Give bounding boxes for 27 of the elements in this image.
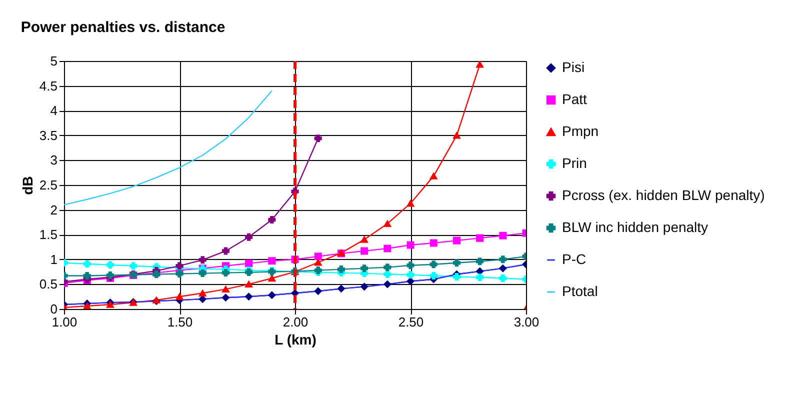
y-tick-label: 0	[50, 302, 58, 316]
y-tick-label: 1.5	[39, 227, 58, 242]
y-tick-label: 4.5	[39, 78, 58, 94]
legend-label: Prin	[562, 155, 587, 171]
x-tick-label: 1.50	[167, 314, 193, 330]
x-axis-title: L (km)	[274, 332, 316, 348]
legend-label: Patt	[562, 91, 588, 107]
legend-label: Pcross (ex. hidden BLW penalty)	[562, 187, 765, 203]
y-tick-label: 3.5	[39, 128, 58, 143]
y-tick-label: 4	[50, 103, 58, 118]
y-tick-label: 5	[50, 54, 58, 68]
y-tick-label: 0.5	[39, 276, 58, 292]
legend-label: Pmpn	[562, 123, 599, 139]
legend-label: BLW inc hidden penalty	[562, 219, 708, 235]
x-tick-label: 2.50	[398, 314, 424, 330]
y-tick-label: 2	[50, 202, 58, 218]
y-axis-title: dB	[19, 176, 36, 195]
x-tick-label: 2.00	[282, 314, 308, 330]
y-tick-label: 1	[50, 252, 58, 267]
x-tick-label: 1.00	[52, 314, 78, 330]
legend-label: P-C	[562, 251, 586, 267]
chart-title: Power penalties vs. distance	[20, 19, 226, 36]
legend-label: Ptotal	[562, 283, 598, 299]
y-tick-label: 2.5	[39, 178, 58, 192]
x-tick-label: 3.00	[514, 314, 540, 330]
y-tick-label: 3	[50, 152, 58, 168]
legend-label: Pisi	[562, 59, 585, 75]
